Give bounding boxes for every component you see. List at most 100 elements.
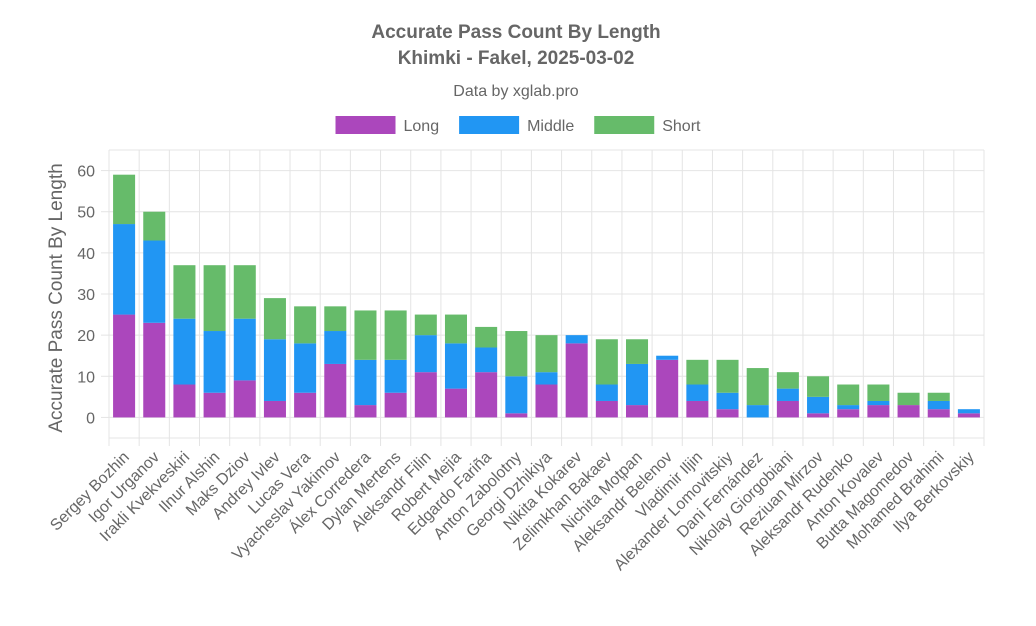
y-tick-label: 20 — [77, 328, 95, 345]
bar-long-anton-zabolotny[interactable] — [505, 413, 528, 418]
bar-short-alexander-lomovitskiy[interactable] — [716, 359, 739, 393]
legend-label-middle[interactable]: Middle — [527, 118, 574, 135]
bar-long-sergey-bozhin[interactable] — [113, 314, 136, 418]
bar-middle-mohamed-brahimi[interactable] — [927, 400, 950, 410]
bar-long-georgi-dzhikiya[interactable] — [535, 384, 558, 418]
grid — [108, 149, 985, 446]
bar-middle-ilya-berkovskiy[interactable] — [957, 409, 980, 414]
bar-short-reziuan-mirzov[interactable] — [807, 376, 830, 397]
bar-long-nikita-kokarev[interactable] — [565, 343, 588, 418]
y-tick-label: 0 — [86, 410, 95, 427]
bar-middle-aleksandr-rudenko[interactable] — [837, 405, 860, 410]
bar-short-nikolay-giorgobiani[interactable] — [776, 372, 799, 389]
bar-middle-alexander-lomovitskiy[interactable] — [716, 392, 739, 410]
bar-middle-nikolay-giorgobiani[interactable] — [776, 388, 799, 401]
bar-short-maks-dziov[interactable] — [233, 265, 256, 319]
legend-swatch-long[interactable] — [335, 116, 396, 134]
bar-middle-zelimkhan-bakaev[interactable] — [595, 384, 618, 401]
bar-middle-robert-mejia[interactable] — [444, 343, 467, 389]
bar-middle-anton-kovalev[interactable] — [867, 400, 890, 406]
bar-short-georgi-dzhikiya[interactable] — [535, 335, 558, 373]
bar-long-vyacheslav-yakimov[interactable] — [324, 363, 347, 418]
bar-short-aleksandr-filin[interactable] — [414, 314, 437, 336]
bar-long-andrey-ivlev[interactable] — [263, 400, 286, 418]
legend: Long Middle Short — [335, 116, 701, 135]
bar-short-irakli-kvekveskiri[interactable] — [173, 265, 196, 319]
bar-middle-anton-zabolotny[interactable] — [505, 376, 528, 414]
bar-short-vyacheslav-yakimov[interactable] — [324, 306, 347, 332]
bar-middle-sergey-bozhin[interactable] — [113, 224, 136, 315]
bar-middle-vladimir-iljin[interactable] — [686, 384, 709, 401]
bar-short-vladimir-iljin[interactable] — [686, 359, 709, 385]
bar-middle-dylan-mertens[interactable] — [384, 359, 407, 393]
bar-long-reziuan-mirzov[interactable] — [807, 413, 830, 418]
bar-middle-lucas-vera[interactable] — [294, 343, 317, 393]
bar-long-butta-magomedov[interactable] — [897, 405, 920, 418]
bar-short-mohamed-brahimi[interactable] — [927, 392, 950, 401]
bar-short-zelimkhan-bakaev[interactable] — [595, 339, 618, 385]
bar-middle-reziuan-mirzov[interactable] — [807, 396, 830, 414]
bar-long-irakli-kvekveskiri[interactable] — [173, 384, 196, 418]
legend-swatch-short[interactable] — [594, 116, 655, 134]
bar-long-dylan-mertens[interactable] — [384, 392, 407, 418]
bar-long-anton-kovalev[interactable] — [867, 405, 890, 418]
bar-short-andrey-ivlev[interactable] — [263, 298, 286, 340]
bar-long-robert-mejia[interactable] — [444, 388, 467, 418]
bar-short-anton-kovalev[interactable] — [867, 384, 890, 401]
bar-short-lucas-vera[interactable] — [294, 306, 317, 344]
bar-long-zelimkhan-bakaev[interactable] — [595, 400, 618, 418]
bar-middle-ilnur-alshin[interactable] — [203, 331, 226, 393]
chart-subtitle: Khimki - Fakel, 2025-03-02 — [398, 48, 635, 69]
bar-middle-dani-fernandez[interactable] — [746, 405, 769, 418]
bar-long-maks-dziov[interactable] — [233, 380, 256, 418]
bar-middle-nikita-kokarev[interactable] — [565, 335, 588, 344]
bar-short-ilnur-alshin[interactable] — [203, 265, 226, 332]
y-tick-label: 40 — [77, 246, 95, 263]
y-axis: 0 10 20 30 40 50 60 — [77, 164, 109, 427]
bar-short-anton-zabolotny[interactable] — [505, 331, 528, 377]
y-tick-label: 60 — [77, 164, 95, 181]
bar-long-aleksandr-belenov[interactable] — [656, 359, 679, 418]
bar-middle-aleksandr-belenov[interactable] — [656, 355, 679, 360]
bar-long-igor-urganov[interactable] — [143, 322, 166, 418]
bar-middle-georgi-dzhikiya[interactable] — [535, 372, 558, 385]
bar-short-edgardo-farina[interactable] — [475, 326, 498, 348]
bar-long-nikolay-giorgobiani[interactable] — [776, 400, 799, 418]
legend-label-long[interactable]: Long — [404, 118, 440, 135]
bar-long-lucas-vera[interactable] — [294, 392, 317, 418]
chart-title: Accurate Pass Count By Length — [371, 22, 660, 43]
bar-middle-aleksandr-filin[interactable] — [414, 335, 437, 373]
bar-middle-maks-dziov[interactable] — [233, 318, 256, 381]
legend-swatch-middle[interactable] — [459, 116, 520, 134]
legend-label-short[interactable]: Short — [662, 118, 701, 135]
bar-long-alex-corredera[interactable] — [354, 405, 377, 418]
bar-middle-edgardo-farina[interactable] — [475, 347, 498, 373]
bar-short-aleksandr-rudenko[interactable] — [837, 384, 860, 406]
bar-short-nichita-motpan[interactable] — [626, 339, 649, 364]
bar-middle-nichita-motpan[interactable] — [626, 363, 649, 406]
bar-short-dylan-mertens[interactable] — [384, 310, 407, 360]
bar-long-vladimir-iljin[interactable] — [686, 400, 709, 418]
bar-long-edgardo-farina[interactable] — [475, 372, 498, 418]
bar-long-mohamed-brahimi[interactable] — [927, 409, 950, 418]
bar-short-sergey-bozhin[interactable] — [113, 174, 136, 225]
bar-middle-andrey-ivlev[interactable] — [263, 339, 286, 401]
bar-long-alexander-lomovitskiy[interactable] — [716, 409, 739, 418]
bar-middle-vyacheslav-yakimov[interactable] — [324, 331, 347, 364]
bar-short-alex-corredera[interactable] — [354, 310, 377, 360]
bar-middle-irakli-kvekveskiri[interactable] — [173, 318, 196, 385]
bar-long-nichita-motpan[interactable] — [626, 405, 649, 418]
bar-long-ilnur-alshin[interactable] — [203, 392, 226, 418]
bar-short-igor-urganov[interactable] — [143, 211, 166, 241]
bar-long-aleksandr-rudenko[interactable] — [837, 409, 860, 418]
bar-short-dani-fernandez[interactable] — [746, 368, 769, 406]
y-tick-label: 50 — [77, 205, 95, 222]
bar-long-aleksandr-filin[interactable] — [414, 372, 437, 418]
bar-short-butta-magomedov[interactable] — [897, 392, 920, 406]
bar-long-ilya-berkovskiy[interactable] — [957, 413, 980, 418]
bar-middle-alex-corredera[interactable] — [354, 359, 377, 406]
bar-short-robert-mejia[interactable] — [444, 314, 467, 344]
bar-middle-igor-urganov[interactable] — [143, 240, 166, 323]
y-tick-label: 10 — [77, 369, 95, 386]
